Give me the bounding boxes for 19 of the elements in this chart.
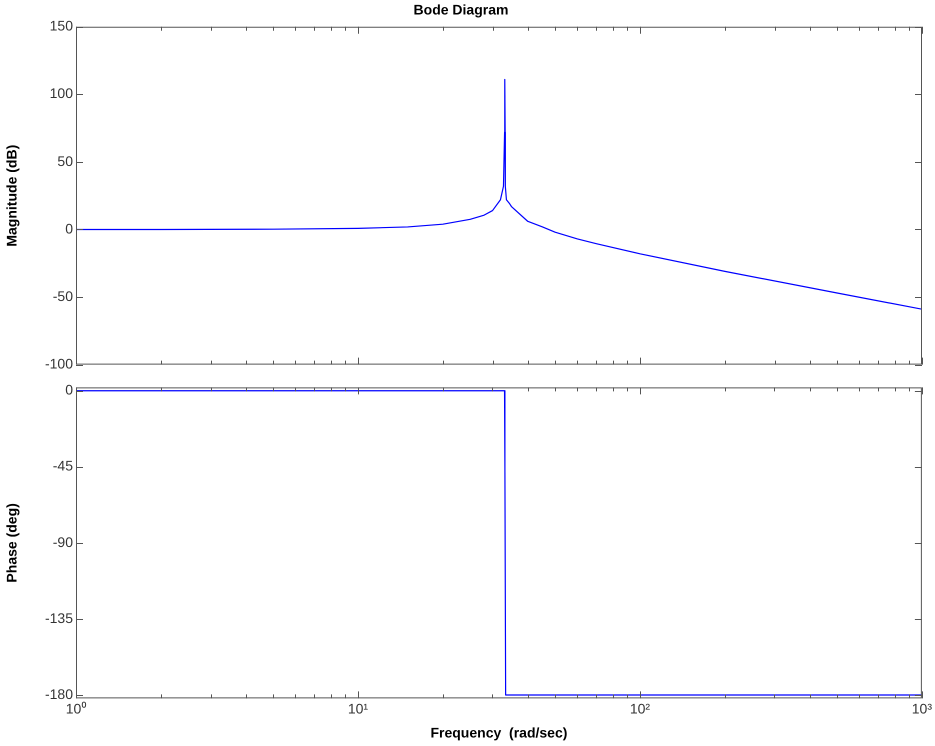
x-tick-label: 10² (630, 700, 650, 717)
y-tick-label: -90 (52, 534, 74, 550)
y-tick-label: -45 (52, 458, 74, 474)
chart-title: Bode Diagram (414, 1, 508, 18)
y-tick-label: -100 (44, 355, 74, 372)
x-tick-label: 10⁰ (66, 700, 86, 717)
x-tick-label: 10¹ (348, 700, 368, 717)
x-axis-title: Frequency (rad/sec) (430, 724, 568, 740)
y-axis-title: Phase (deg) (3, 503, 20, 583)
y-tick-label: 150 (50, 18, 74, 34)
y-tick-label: 0 (65, 220, 74, 236)
y-tick-label: -135 (44, 610, 74, 626)
y-tick-label: 100 (50, 85, 74, 102)
y-tick-label: 50 (57, 152, 74, 169)
y-tick-label: -180 (44, 686, 74, 702)
x-tick-label: 10³ (912, 700, 932, 717)
y-tick-label: -50 (52, 288, 74, 304)
y-tick-label: 0 (65, 382, 74, 398)
y-axis-title: Magnitude (dB) (3, 144, 20, 247)
